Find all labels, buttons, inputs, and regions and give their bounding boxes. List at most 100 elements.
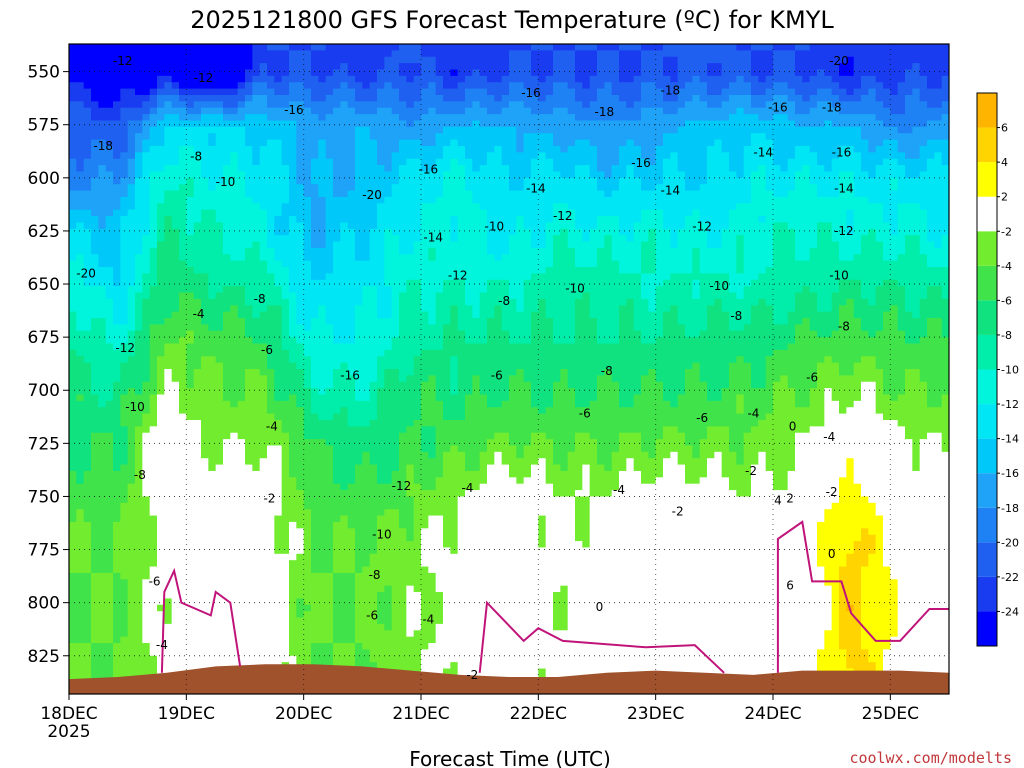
temp-cell (846, 209, 855, 236)
temp-cell (494, 44, 503, 83)
temp-cell (890, 190, 899, 236)
temp-cell (472, 171, 481, 204)
temp-cell (267, 44, 275, 51)
temp-cell (487, 407, 495, 440)
temp-cell (127, 120, 136, 160)
temp-cell (164, 165, 173, 192)
temp-cell (824, 101, 833, 122)
temp-cell (333, 483, 341, 523)
temp-cell (406, 541, 415, 587)
temp-cell (875, 82, 884, 102)
temp-cell (450, 394, 459, 421)
temp-cell (274, 139, 283, 217)
temp-cell (120, 196, 129, 217)
temp-cell (531, 432, 539, 466)
temp-cell (465, 158, 473, 192)
temp-cell (597, 120, 605, 173)
temp-cell (721, 273, 730, 313)
temp-cell (531, 114, 539, 134)
temp-cell (157, 94, 165, 109)
temp-cell (751, 426, 759, 466)
temp-cell (149, 107, 158, 115)
contour-label: -18 (93, 139, 113, 153)
temp-cell (575, 267, 583, 300)
temp-cell (927, 88, 935, 109)
temp-cell (721, 101, 730, 122)
temp-cell (619, 50, 627, 83)
temp-cell (861, 330, 869, 357)
temp-cell (428, 458, 437, 491)
contour-label: -20 (362, 188, 382, 202)
temp-cell (362, 426, 371, 453)
temp-cell (215, 107, 224, 115)
temp-cell (868, 305, 877, 338)
temp-cell (281, 203, 290, 236)
temp-cell (215, 464, 224, 694)
temp-cell (450, 88, 459, 102)
temp-cell (142, 643, 151, 694)
temp-cell (69, 470, 77, 523)
temp-cell (281, 400, 290, 434)
x-axis: 18DEC 19DEC 20DEC 21DEC 22DEC 23DEC 24DEC 25DEC (40, 694, 919, 724)
temp-cell (905, 369, 913, 440)
temp-cell (421, 88, 429, 115)
temp-cell (736, 273, 745, 300)
temp-cell (538, 273, 547, 300)
temp-cell (230, 107, 239, 115)
temp-cell (787, 388, 796, 472)
temp-cell (149, 126, 158, 147)
temp-cell (318, 82, 327, 102)
temp-cell (516, 190, 525, 217)
temp-cell (773, 165, 781, 198)
temp-cell (91, 643, 99, 694)
temp-cell (296, 343, 305, 370)
temp-cell (692, 75, 701, 96)
temp-cell (714, 44, 723, 64)
temp-cell (208, 107, 217, 115)
colorbar-label: -14 (1001, 433, 1019, 446)
temp-cell (795, 94, 803, 115)
temp-cell (98, 407, 107, 434)
temp-cell (846, 279, 855, 300)
temp-cell (890, 400, 899, 421)
temp-cell (142, 432, 151, 498)
temp-cell (201, 209, 209, 275)
temp-cell (897, 426, 906, 694)
temp-cell (428, 171, 437, 204)
temp-cell (171, 165, 180, 192)
temp-cell (201, 458, 209, 694)
temp-cell (729, 114, 737, 173)
temp-cell (76, 356, 85, 396)
temp-cell (347, 375, 356, 427)
temp-cell (303, 439, 312, 510)
temp-cell (773, 94, 781, 115)
temp-cell (575, 82, 583, 102)
temp-cell (927, 158, 935, 243)
temp-cell (413, 158, 422, 243)
temp-cell (619, 145, 627, 179)
temp-cell (751, 44, 759, 51)
temp-cell (736, 107, 745, 179)
y-tick-label: 675 (28, 328, 60, 348)
temp-cell (208, 101, 217, 109)
temp-cell (839, 566, 847, 650)
contour-label: -14 (661, 184, 681, 198)
temp-cell (751, 305, 759, 389)
temp-cell (714, 400, 723, 427)
temp-cell (597, 190, 605, 217)
temp-cell (545, 439, 554, 485)
temp-cell (729, 490, 737, 694)
temp-cell (824, 120, 833, 173)
temp-cell (861, 235, 869, 300)
temp-cell (149, 171, 158, 249)
temp-cell (919, 171, 928, 211)
temp-cell (120, 426, 129, 466)
contour-label: -12 (448, 269, 468, 283)
temp-cell (538, 413, 547, 434)
temp-cell (582, 464, 591, 498)
temp-cell (553, 145, 561, 173)
temp-cell (941, 394, 949, 453)
temp-cell (296, 528, 305, 555)
temp-cell (567, 209, 576, 249)
temp-cell (164, 126, 173, 166)
